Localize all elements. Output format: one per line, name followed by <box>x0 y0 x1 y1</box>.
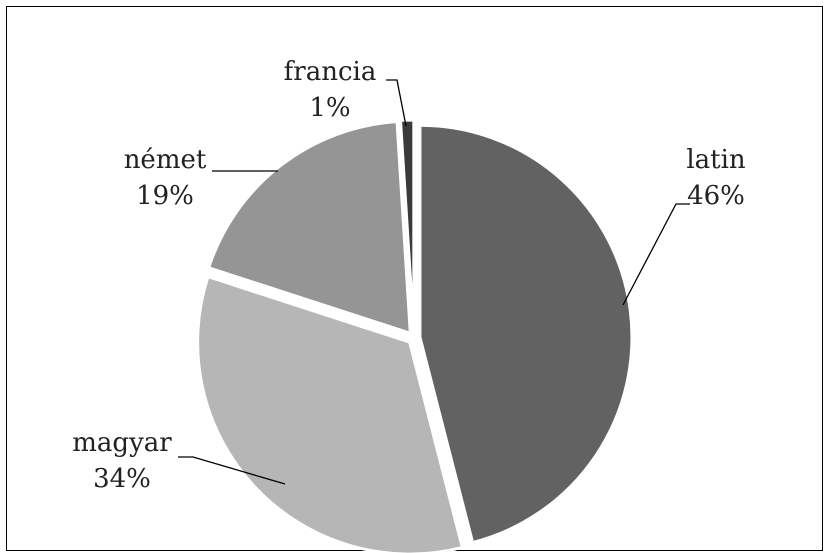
slice-percent-nemet: 19% <box>136 181 194 211</box>
slice-label-latin: latin <box>686 145 746 175</box>
slice-percent-francia: 1% <box>309 93 350 123</box>
leader-line-latin <box>622 203 690 306</box>
pie-slice-magyar <box>196 274 465 553</box>
slice-percent-latin: 46% <box>687 181 745 211</box>
pie-slice-latin <box>418 123 634 545</box>
slice-label-magyar: magyar <box>72 428 172 458</box>
slice-label-nemet: német <box>124 145 207 175</box>
slice-percent-magyar: 34% <box>93 464 151 494</box>
pie-slice-francia <box>398 118 416 333</box>
leader-line-magyar <box>178 456 286 485</box>
pie-slice-nemet <box>206 120 412 336</box>
leader-line-francia <box>386 79 407 127</box>
slice-label-francia: francia <box>284 57 377 87</box>
